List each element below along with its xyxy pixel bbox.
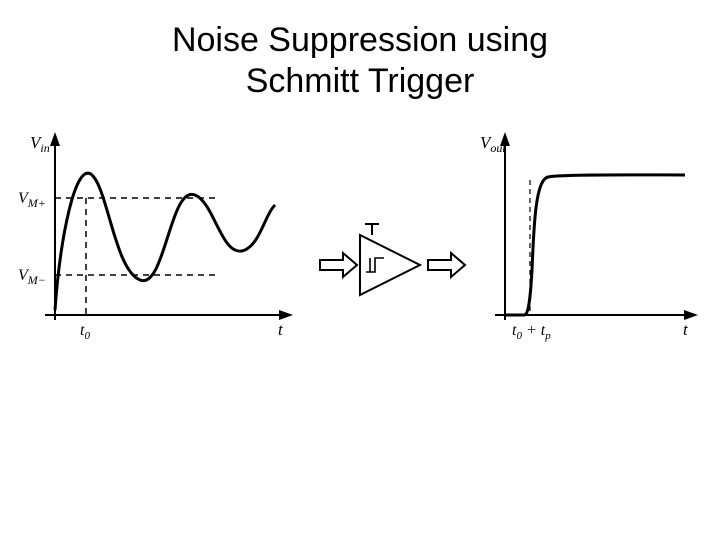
input-curve [55, 173, 275, 310]
left-t-label: t [278, 320, 284, 339]
right-graph: Vout t0 + tp t [480, 132, 698, 342]
right-t-label: t [683, 320, 689, 339]
diagram-area: Vin VM+ VM− t0 t Vout [0, 120, 720, 400]
t0tp-label: t0 + tp [512, 322, 551, 342]
arrow-out-icon [428, 253, 465, 277]
output-curve [505, 175, 685, 315]
title-line-2: Schmitt Trigger [246, 62, 475, 100]
page-title: Noise Suppression using Schmitt Trigger [0, 20, 720, 102]
vmplus-label: VM+ [18, 190, 46, 210]
schmitt-trigger-symbol [360, 224, 420, 295]
t0-label: t0 [80, 322, 90, 342]
title-line-1: Noise Suppression using [172, 21, 548, 59]
left-x-arrowhead [279, 310, 293, 320]
left-y-arrowhead [50, 132, 60, 146]
arrow-in-icon [320, 253, 357, 277]
diagram-svg: Vin VM+ VM− t0 t Vout [0, 120, 720, 400]
comparator-triangle [360, 235, 420, 295]
vin-label: Vin [30, 133, 50, 155]
right-x-arrowhead [684, 310, 698, 320]
vout-label: Vout [480, 133, 506, 155]
vmminus-label: VM− [18, 267, 46, 287]
left-graph: Vin VM+ VM− t0 t [18, 132, 293, 342]
